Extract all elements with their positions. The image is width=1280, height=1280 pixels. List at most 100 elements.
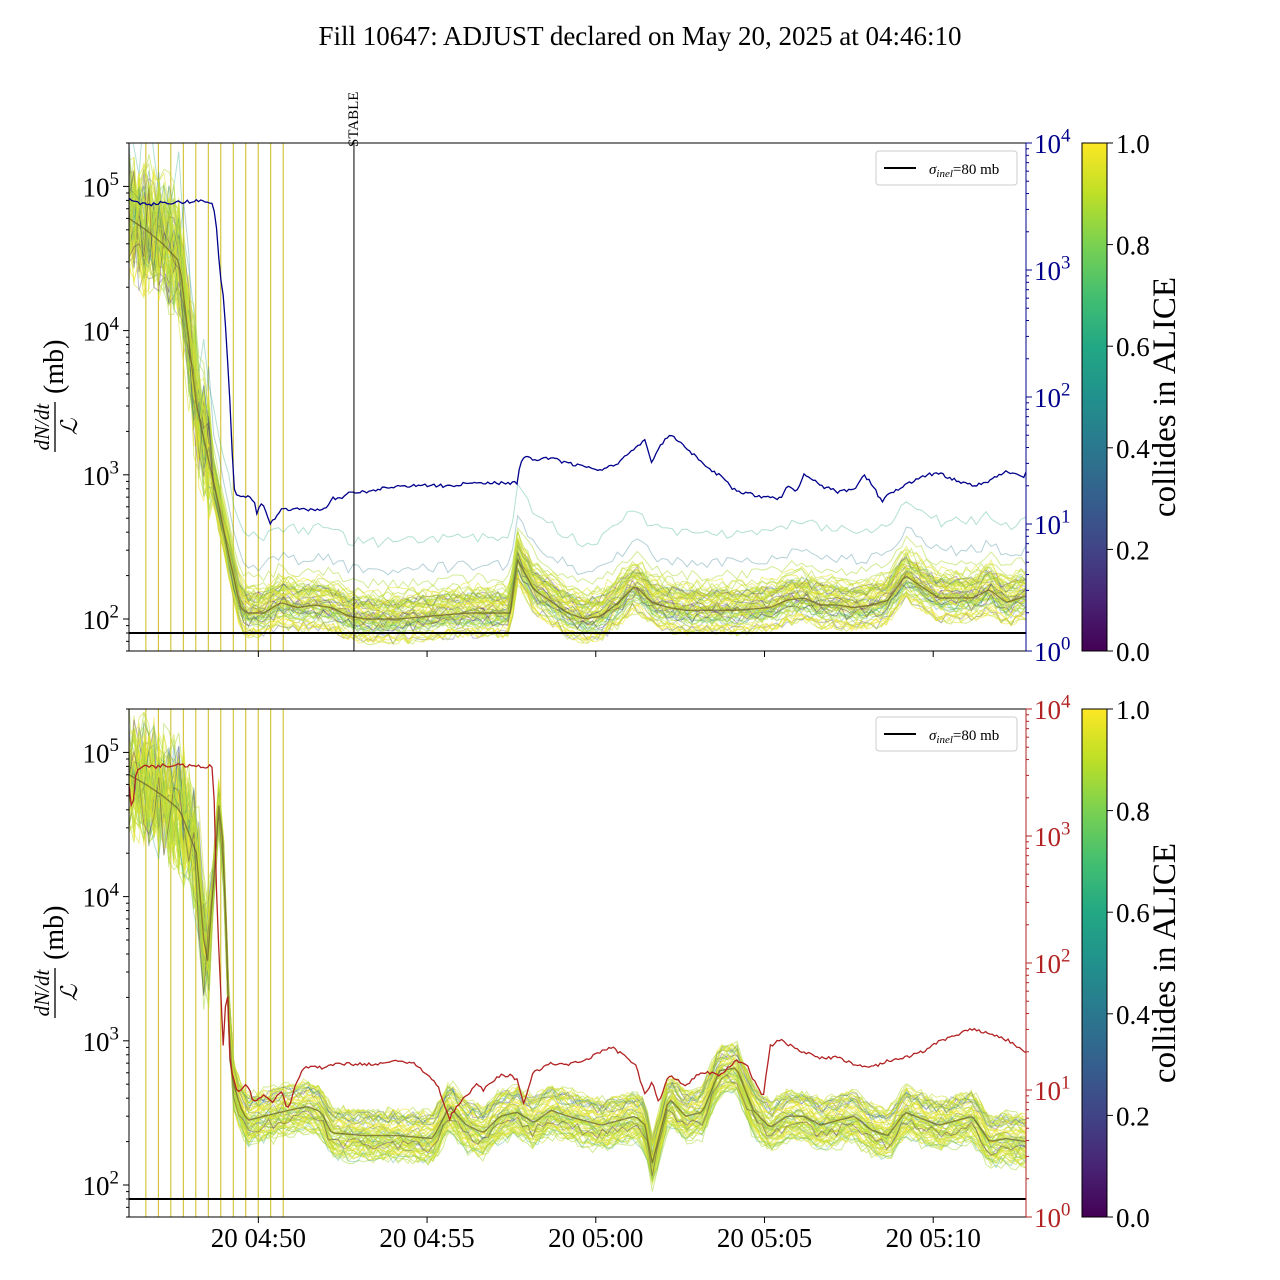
twin-y-tick-label: 102 bbox=[1034, 380, 1070, 413]
x-tick-label: 20 05:00 bbox=[548, 1223, 643, 1253]
colorbar-label: collides in ALICE bbox=[1147, 843, 1183, 1083]
bunch-series-line bbox=[129, 172, 1026, 621]
bunch-series-line bbox=[129, 239, 1026, 645]
bunch-series-line bbox=[129, 192, 1026, 621]
bunch-series-line bbox=[129, 199, 1026, 623]
bunch-series-line bbox=[129, 177, 1026, 615]
bunch-series-line bbox=[129, 208, 1026, 634]
bunch-series-line bbox=[129, 178, 1026, 618]
twin-y-tick-label: 102 bbox=[1034, 946, 1070, 979]
bunch-series-line bbox=[129, 731, 1026, 1160]
stable-label: STABLE bbox=[346, 92, 362, 147]
colorbar-tick-label: 0.0 bbox=[1116, 637, 1150, 667]
colorbar-tick-label: 0.0 bbox=[1116, 1203, 1150, 1233]
colorbar-tick-label: 0.8 bbox=[1116, 231, 1150, 261]
twin-y-tick-label: 100 bbox=[1034, 634, 1070, 667]
bunch-series-line bbox=[129, 154, 1026, 590]
y-tick-label: 102 bbox=[83, 602, 119, 635]
bunch-series-line bbox=[129, 722, 1026, 1148]
bunch-series-line bbox=[129, 757, 1026, 1181]
twin-y-tick-label: 103 bbox=[1034, 253, 1070, 286]
y-tick-label: 102 bbox=[83, 1168, 119, 1201]
y-label-unit: (mb) bbox=[39, 340, 70, 394]
x-tick-label: 20 04:55 bbox=[379, 1223, 474, 1253]
y-label-numerator: dN/dt bbox=[30, 969, 54, 1017]
bunch-series-line bbox=[129, 163, 1026, 612]
bunch-series-line bbox=[129, 210, 1026, 632]
bunch-series-line bbox=[129, 197, 1026, 615]
bunch-series-line bbox=[129, 180, 1026, 623]
bunch-series-line bbox=[129, 728, 1026, 1144]
colorbar-tick-label: 0.6 bbox=[1116, 898, 1150, 928]
colorbar-tick-label: 1.0 bbox=[1116, 129, 1150, 159]
colorbar-tick-label: 0.8 bbox=[1116, 797, 1150, 827]
bunch-series-line bbox=[129, 172, 1026, 612]
y-label-numerator: dN/dt bbox=[30, 403, 54, 451]
bunch-series-line bbox=[129, 195, 1026, 633]
y-axis-label: dN/dt ℒ (mb) bbox=[30, 340, 82, 452]
bunch-series-line bbox=[129, 751, 1026, 1176]
x-tick-label: 20 05:05 bbox=[717, 1223, 812, 1253]
bunch-series-line bbox=[129, 185, 1026, 629]
bunch-series-line bbox=[129, 735, 1026, 1156]
y-tick-label: 104 bbox=[83, 879, 120, 912]
bunch-series-line bbox=[129, 190, 1026, 646]
colorbar-label: collides in ALICE bbox=[1147, 277, 1183, 517]
bunch-series-line bbox=[129, 168, 1026, 608]
bunch-series-line bbox=[129, 743, 1026, 1153]
bunch-series-line bbox=[129, 188, 1026, 632]
bunch-series-line bbox=[129, 737, 1026, 1154]
bunch-series-line bbox=[129, 719, 1026, 1136]
bunch-series-line bbox=[129, 172, 1026, 608]
colorbar-tick-label: 0.4 bbox=[1116, 1000, 1150, 1030]
bunch-series-line bbox=[129, 709, 1026, 1137]
bunch-series-line bbox=[129, 168, 1026, 617]
twin-series-line bbox=[129, 763, 1026, 1122]
colorbar-tick-label: 0.4 bbox=[1116, 434, 1150, 464]
bunch-series-line bbox=[129, 730, 1026, 1142]
bunch-series-line bbox=[129, 182, 1026, 625]
colorbar-tick-label: 0.6 bbox=[1116, 332, 1150, 362]
y-label-unit: (mb) bbox=[39, 906, 70, 960]
colorbar-tick-label: 0.2 bbox=[1116, 1101, 1150, 1131]
twin-y-tick-label: 103 bbox=[1034, 819, 1070, 852]
bunch-series-line bbox=[129, 185, 1026, 622]
bunch-series-line bbox=[129, 143, 1026, 576]
bunch-series-line bbox=[129, 177, 1026, 615]
bunch-series-line bbox=[129, 727, 1026, 1146]
y-tick-label: 105 bbox=[83, 735, 119, 768]
bunch-series-line bbox=[129, 182, 1026, 611]
top-panel: STABLE 102 103 104 105 100 101 102 103 104 dN/dt ℒ (… bbox=[30, 92, 1183, 667]
bunch-series-line bbox=[129, 170, 1026, 621]
bunch-series-line bbox=[129, 171, 1026, 604]
twin-y-tick-label: 104 bbox=[1034, 692, 1071, 725]
y-tick-label: 105 bbox=[83, 169, 119, 202]
median-series-line bbox=[129, 217, 1026, 620]
bunch-series-line bbox=[129, 759, 1026, 1164]
bunch-series-line bbox=[129, 193, 1026, 624]
bunch-series-line bbox=[129, 727, 1026, 1140]
twin-y-tick-label: 100 bbox=[1034, 1200, 1070, 1233]
bunch-series-line bbox=[129, 178, 1026, 624]
median-series-line bbox=[129, 774, 1026, 1164]
bunch-series-line bbox=[129, 169, 1026, 627]
bunch-series-line bbox=[129, 171, 1026, 622]
bunch-series-line bbox=[129, 172, 1026, 626]
y-label-denominator: ℒ bbox=[57, 418, 82, 435]
bunch-series-line bbox=[132, 143, 1026, 549]
x-tick-label: 20 05:10 bbox=[886, 1223, 981, 1253]
bunch-series-line bbox=[129, 769, 1026, 1173]
figure-title: Fill 10647: ADJUST declared on May 20, 2… bbox=[319, 21, 962, 51]
legend-box bbox=[875, 716, 1018, 752]
bunch-series-line bbox=[129, 740, 1026, 1147]
x-tick-label: 20 04:50 bbox=[211, 1223, 306, 1253]
y-tick-label: 104 bbox=[83, 313, 120, 346]
bunch-series-line bbox=[129, 211, 1026, 620]
bunch-series-line bbox=[129, 715, 1026, 1142]
bunch-series-line bbox=[129, 169, 1026, 611]
colorbar bbox=[1081, 142, 1108, 652]
legend-label: σinel=80 mb bbox=[929, 162, 999, 180]
legend: σinel=80 mb bbox=[875, 150, 1018, 186]
bunch-series-line bbox=[129, 171, 1026, 600]
